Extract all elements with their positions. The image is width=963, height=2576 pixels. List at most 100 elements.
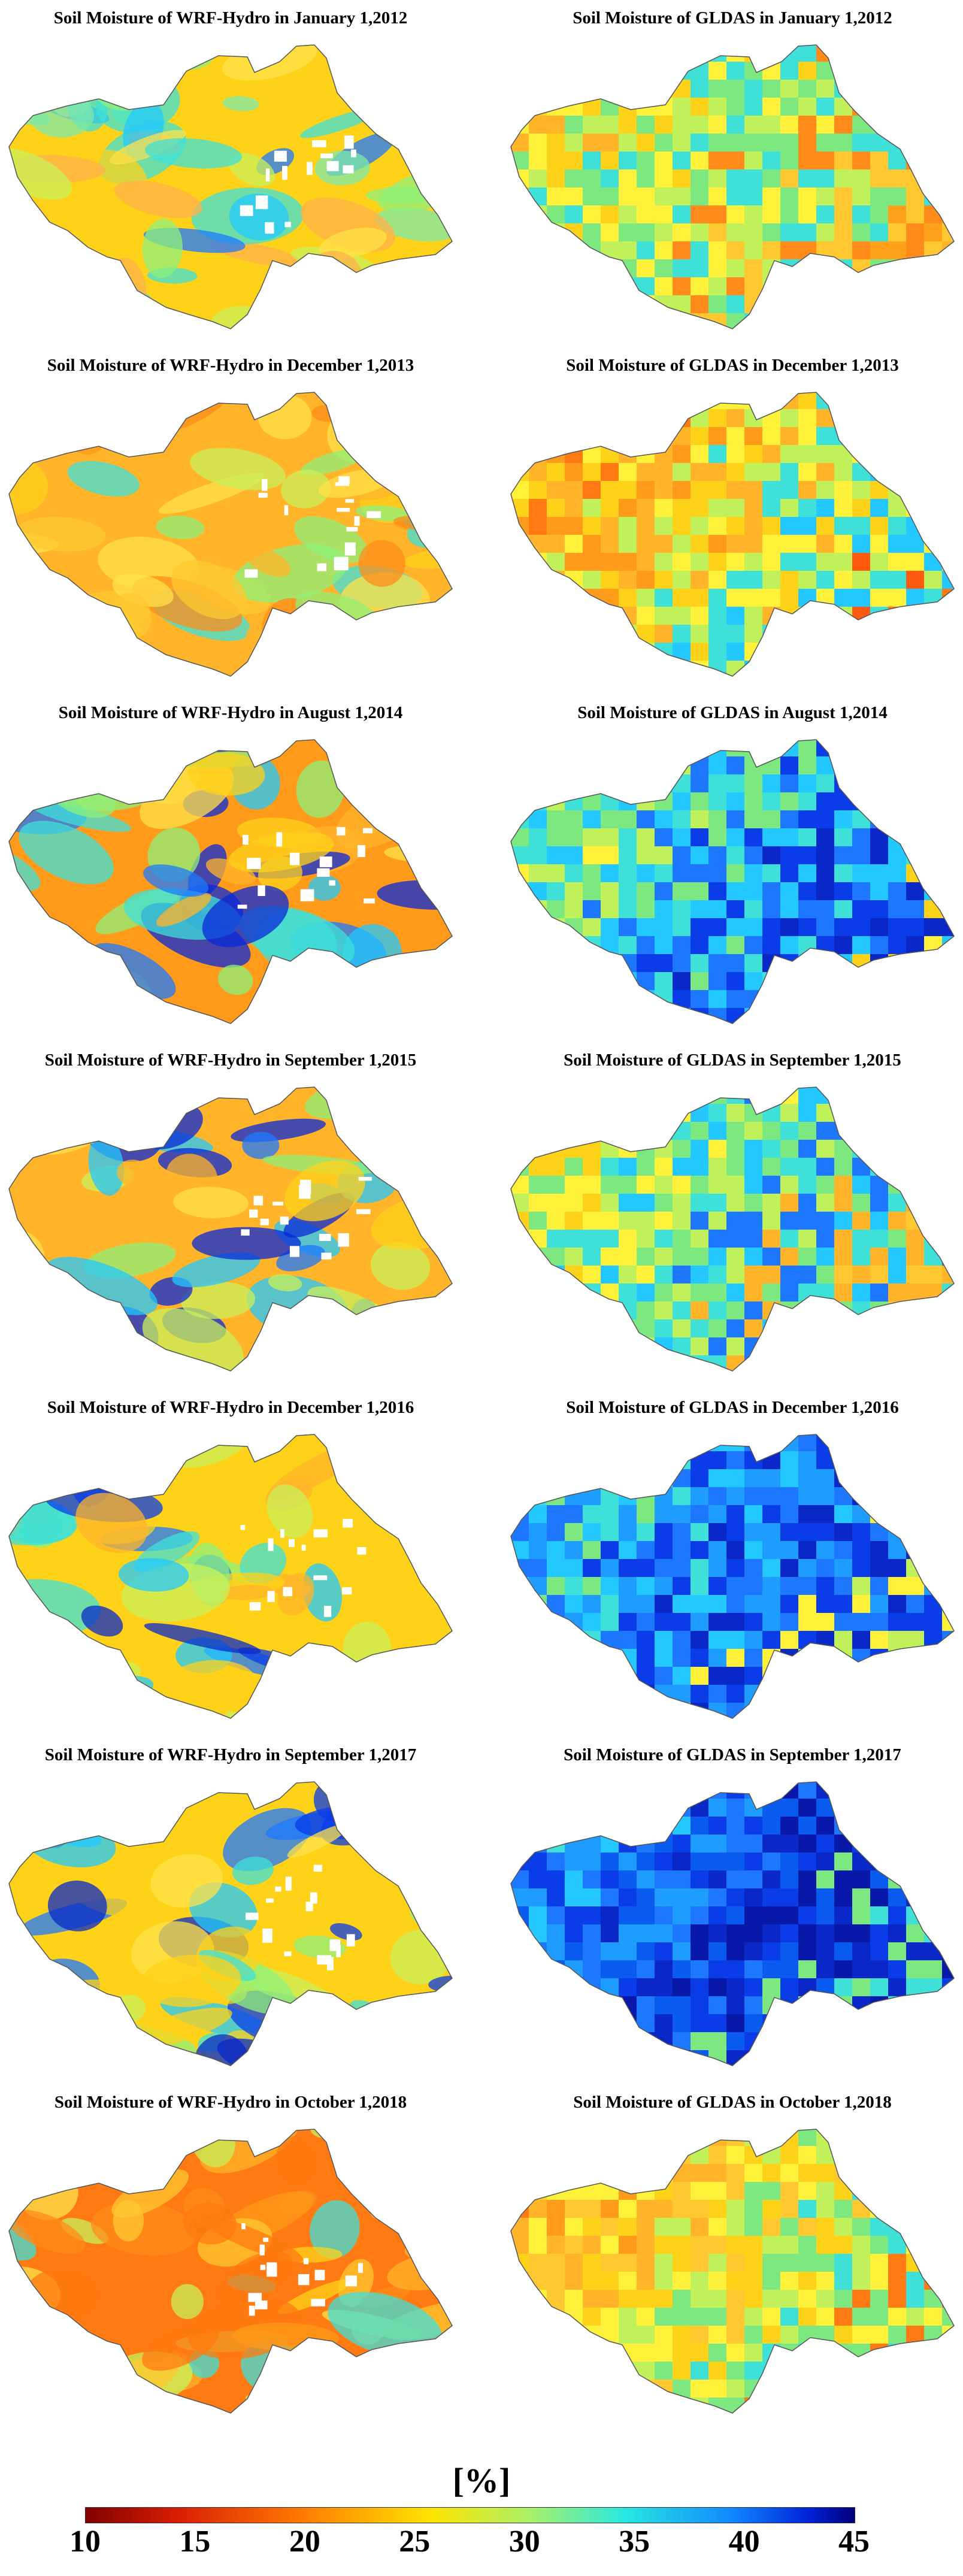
grid-cell [655, 2290, 673, 2308]
grid-cell [583, 1087, 601, 1104]
moisture-patch [26, 1211, 105, 1245]
moisture-patch [404, 729, 461, 732]
grid-cell [744, 1194, 763, 1212]
grid-cell [726, 740, 745, 757]
grid-cell [529, 427, 547, 446]
grid-cell [780, 295, 799, 314]
grid-cell [601, 2290, 619, 2308]
grid-cell [906, 810, 925, 829]
no-data-cell [338, 1233, 349, 1247]
grid-cell [780, 134, 799, 152]
grid-cell [798, 313, 817, 329]
grid-cell [906, 1122, 925, 1140]
no-data-cell [321, 1252, 332, 1260]
grid-cell [691, 1595, 709, 1614]
grid-cell [780, 1906, 799, 1925]
grid-cell [601, 2308, 619, 2326]
grid-cell [691, 1008, 709, 1024]
grid-cell [726, 1852, 745, 1871]
grid-cell [924, 1996, 943, 2015]
grid-cell [565, 1158, 583, 1176]
grid-cell [834, 2146, 853, 2165]
grid-cell [673, 1355, 691, 1371]
grid-cell [888, 756, 907, 775]
grid-cell [762, 2326, 781, 2344]
grid-cell [547, 1176, 565, 1194]
grid-cell [906, 1087, 925, 1104]
grid-cell [852, 2236, 871, 2254]
grid-cell [942, 864, 954, 883]
grid-cell [798, 295, 817, 314]
moisture-patch [12, 420, 57, 449]
grid-cell [583, 774, 601, 793]
grid-cell [834, 1158, 853, 1176]
grid-cell [529, 481, 547, 500]
map-panel-wrf-2014: Soil Moisture of WRF-Hydro in August 1,2… [0, 703, 461, 1035]
grid-cell [547, 80, 565, 98]
grid-cell [888, 1104, 907, 1122]
grid-cell [924, 1835, 943, 1853]
grid-cell [565, 828, 583, 847]
grid-cell [924, 740, 943, 757]
grid-cell [780, 2362, 799, 2380]
grid-cell [511, 1451, 529, 1470]
grid-cell [744, 774, 763, 793]
grid-cell [852, 116, 871, 134]
no-data-cell [358, 1177, 372, 1181]
moisture-patch [9, 2031, 97, 2066]
grid-cell [942, 1649, 954, 1667]
grid-cell [601, 774, 619, 793]
grid-cell [547, 445, 565, 464]
grid-cell [924, 1284, 943, 1302]
grid-cell [511, 990, 529, 1009]
grid-cell [691, 2218, 709, 2236]
grid-cell [619, 1559, 637, 1578]
grid-cell [708, 589, 727, 607]
grid-cell [942, 1194, 954, 1212]
grid-cell [726, 2380, 745, 2398]
grid-cell [852, 241, 871, 260]
grid-cell [691, 481, 709, 500]
moisture-patch [84, 328, 189, 329]
grid-cell [583, 643, 601, 661]
grid-cell [601, 277, 619, 296]
no-data-cell [289, 1246, 299, 1257]
grid-cell [547, 643, 565, 661]
grid-cell [601, 607, 619, 625]
grid-cell [852, 1469, 871, 1488]
grid-cell [619, 2182, 637, 2200]
grid-cell [726, 169, 745, 188]
grid-cell [888, 918, 907, 937]
grid-cell [529, 810, 547, 829]
grid-cell [870, 846, 889, 865]
moisture-patch [0, 500, 2, 580]
no-data-cell [241, 1229, 250, 1236]
soil-moisture-map [8, 44, 453, 329]
grid-cell [601, 2050, 619, 2066]
grid-cell [816, 187, 835, 206]
grid-cell [744, 1319, 763, 1338]
grid-cell [673, 1631, 691, 1649]
grid-cell [852, 1284, 871, 1302]
grid-cell [834, 1337, 853, 1356]
grid-cell [798, 517, 817, 535]
grid-cell [619, 625, 637, 643]
grid-cell [708, 1960, 727, 1979]
grid-cell [529, 643, 547, 661]
grid-cell [565, 1140, 583, 1158]
colorbar-tick-label: 25 [399, 2524, 431, 2559]
grid-cell [691, 1782, 709, 1799]
grid-cell [942, 134, 954, 152]
grid-cell [511, 2032, 529, 2051]
grid-cell [673, 45, 691, 62]
grid-cell [529, 625, 547, 643]
grid-cell [852, 445, 871, 464]
grid-cell [547, 1703, 565, 1718]
grid-cell [583, 134, 601, 152]
grid-cell [852, 1817, 871, 1835]
grid-cell [708, 900, 727, 919]
grid-cell [852, 1266, 871, 1284]
grid-cell [708, 756, 727, 775]
moisture-patch [331, 758, 378, 776]
grid-cell [565, 2014, 583, 2033]
